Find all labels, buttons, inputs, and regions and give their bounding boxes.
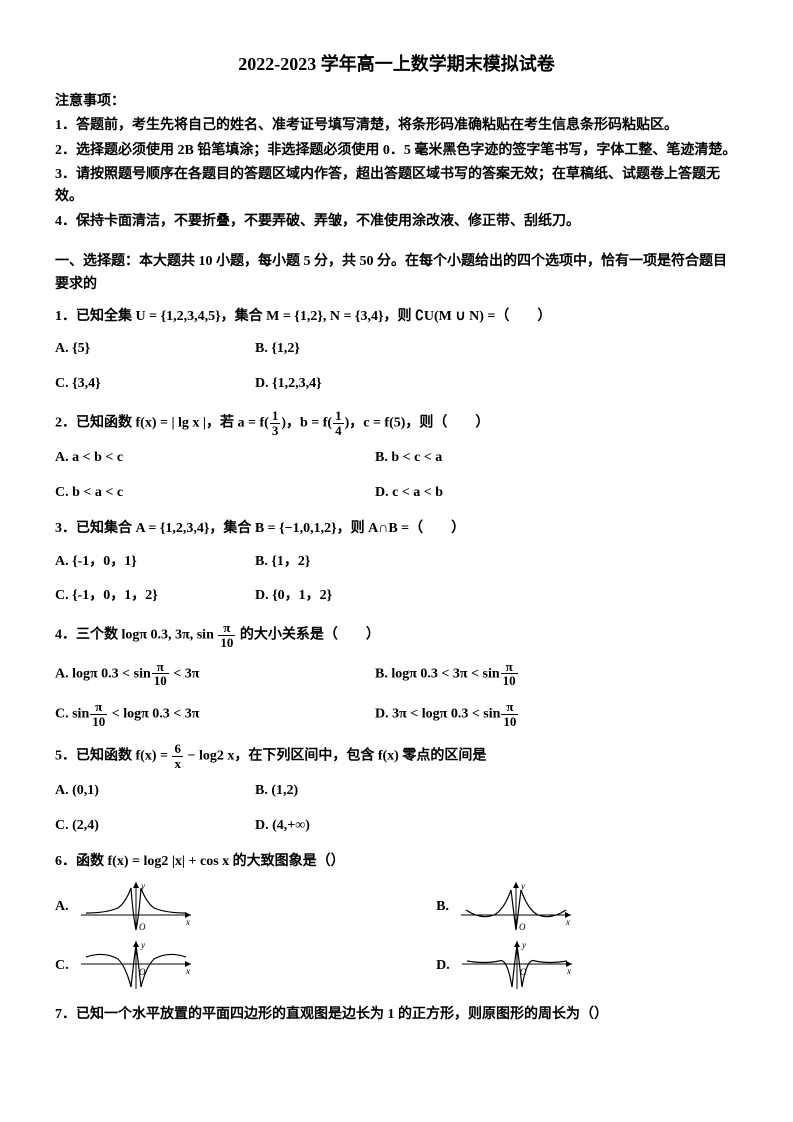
note-1: 1．答题前，考生先将自己的姓名、准考证号填写清楚，将条形码准确粘贴在考生信息条形… — [55, 115, 738, 137]
opt-text: < 3π — [170, 666, 200, 681]
graph-a-icon: O x y — [76, 880, 196, 935]
q6-option-c: C. O x y — [55, 939, 196, 994]
question-5: 5．已知函数 f(x) = 6x − log2 x，在下列区间中，包含 f(x)… — [55, 742, 738, 770]
opt-text: B. logπ 0.3 < 3π < sin — [375, 666, 500, 681]
question-3: 3．已知集合 A = {1,2,3,4}，集合 B = {−1,0,1,2}，则… — [55, 518, 738, 540]
frac-num: 1 — [333, 409, 344, 424]
q3-option-d: D. {0，1，2} — [255, 585, 455, 607]
question-2: 2．已知函数 f(x) = | lg x |，若 a = f(13)，b = f… — [55, 409, 738, 437]
q6-option-b: B. O x y — [436, 880, 576, 935]
frac-num: π — [152, 660, 169, 675]
q1-option-a: A. {5} — [55, 338, 255, 360]
question-6: 6．函数 f(x) = log2 |x| + cos x 的大致图象是（） — [55, 851, 738, 873]
q2-option-b: B. b < c < a — [375, 447, 695, 469]
fraction-pi-10: π10 — [501, 660, 518, 688]
q4-option-c: C. sinπ10 < logπ 0.3 < 3π — [55, 700, 375, 728]
q5-text-post: − log2 x，在下列区间中，包含 f(x) 零点的区间是 — [184, 749, 486, 764]
fraction-pi-10: π10 — [90, 700, 107, 728]
svg-text:x: x — [185, 966, 190, 976]
question-7: 7．已知一个水平放置的平面四边形的直观图是边长为 1 的正方形，则原图形的周长为… — [55, 1004, 738, 1026]
q6-option-d: D. O x y — [436, 939, 577, 994]
svg-text:y: y — [140, 940, 145, 950]
q2-text-mid1: )，b = f( — [281, 415, 332, 430]
opt-text: C. sin — [55, 706, 89, 721]
q2-option-c: C. b < a < c — [55, 482, 375, 504]
label-d: D. — [436, 958, 450, 973]
graph-c-icon: O x y — [76, 939, 196, 994]
page-title: 2022-2023 学年高一上数学期末模拟试卷 — [55, 50, 738, 79]
q2-option-a: A. a < b < c — [55, 447, 375, 469]
frac-den: x — [172, 757, 183, 771]
label-c: C. — [55, 958, 69, 973]
fraction-pi-10: π10 — [501, 700, 518, 728]
question-4: 4．三个数 logπ 0.3, 3π, sin π10 的大小关系是（ ） — [55, 621, 738, 649]
note-4: 4．保持卡面清洁，不要折叠，不要弄破、弄皱，不准使用涂改液、修正带、刮纸刀。 — [55, 211, 738, 233]
svg-text:y: y — [521, 940, 526, 950]
q4-option-b: B. logπ 0.3 < 3π < sinπ10 — [375, 660, 695, 688]
q5-text-pre: 5．已知函数 f(x) = — [55, 749, 171, 764]
question-1: 1．已知全集 U = {1,2,3,4,5}，集合 M = {1,2}, N =… — [55, 306, 738, 328]
frac-num: π — [501, 660, 518, 675]
note-2: 2．选择题必须使用 2B 铅笔填涂；非选择题必须使用 0．5 毫米黑色字迹的签字… — [55, 140, 738, 162]
frac-num: 1 — [270, 409, 281, 424]
frac-den: 10 — [218, 636, 235, 650]
graph-d-icon: O x y — [457, 939, 577, 994]
fraction-pi-10: π10 — [218, 621, 235, 649]
section-1-header: 一、选择题：本大题共 10 小题，每小题 5 分，共 50 分。在每个小题给出的… — [55, 251, 738, 296]
fraction-1-4: 14 — [333, 409, 344, 437]
opt-text: D. 3π < logπ 0.3 < sin — [375, 706, 500, 721]
q1-option-c: C. {3,4} — [55, 373, 255, 395]
fraction-pi-10: π10 — [152, 660, 169, 688]
q4-option-d: D. 3π < logπ 0.3 < sinπ10 — [375, 700, 695, 728]
q4-option-a: A. logπ 0.3 < sinπ10 < 3π — [55, 660, 375, 688]
frac-den: 10 — [152, 674, 169, 688]
q2-text-mid2: )，c = f(5)，则（ ） — [345, 415, 490, 430]
q2-option-d: D. c < a < b — [375, 482, 695, 504]
frac-num: 6 — [172, 742, 183, 757]
opt-text: < logπ 0.3 < 3π — [108, 706, 199, 721]
svg-text:y: y — [520, 881, 525, 891]
svg-text:O: O — [139, 922, 146, 932]
note-3: 3．请按照题号顺序在各题目的答题区域内作答，超出答题区域书写的答案无效；在草稿纸… — [55, 164, 738, 209]
frac-den: 10 — [90, 715, 107, 729]
svg-text:x: x — [565, 917, 570, 927]
fraction-6-x: 6x — [172, 742, 183, 770]
q3-option-c: C. {-1，0，1，2} — [55, 585, 255, 607]
q1-option-b: B. {1,2} — [255, 338, 455, 360]
frac-den: 10 — [501, 674, 518, 688]
frac-den: 4 — [333, 424, 344, 438]
q4-text-post: 的大小关系是（ ） — [240, 628, 380, 643]
q1-option-d: D. {1,2,3,4} — [255, 373, 455, 395]
graph-b-icon: O x y — [456, 880, 576, 935]
q3-option-b: B. {1，2} — [255, 551, 455, 573]
svg-text:O: O — [519, 922, 526, 932]
q6-option-a: A. O x y — [55, 880, 196, 935]
fraction-1-3: 13 — [270, 409, 281, 437]
frac-den: 10 — [501, 715, 518, 729]
opt-text: A. logπ 0.3 < sin — [55, 666, 151, 681]
q5-option-c: C. (2,4) — [55, 815, 255, 837]
frac-den: 3 — [270, 424, 281, 438]
svg-text:x: x — [566, 966, 571, 976]
notes-header: 注意事项： — [55, 91, 738, 113]
q5-option-a: A. (0,1) — [55, 780, 255, 802]
frac-num: π — [501, 700, 518, 715]
q2-text-pre: 2．已知函数 f(x) = | lg x |，若 a = f( — [55, 415, 269, 430]
notes-block: 注意事项： 1．答题前，考生先将自己的姓名、准考证号填写清楚，将条形码准确粘贴在… — [55, 91, 738, 233]
q5-option-d: D. (4,+∞) — [255, 815, 455, 837]
q4-text-pre: 4．三个数 logπ 0.3, 3π, sin — [55, 628, 214, 643]
label-b: B. — [436, 899, 449, 914]
frac-num: π — [218, 621, 235, 636]
q6-row-cd: C. O x y D. O x y — [55, 939, 738, 994]
frac-num: π — [90, 700, 107, 715]
svg-text:x: x — [185, 917, 190, 927]
q6-row-ab: A. O x y B. O x y — [55, 880, 738, 935]
label-a: A. — [55, 899, 69, 914]
q5-option-b: B. (1,2) — [255, 780, 455, 802]
q3-option-a: A. {-1，0，1} — [55, 551, 255, 573]
